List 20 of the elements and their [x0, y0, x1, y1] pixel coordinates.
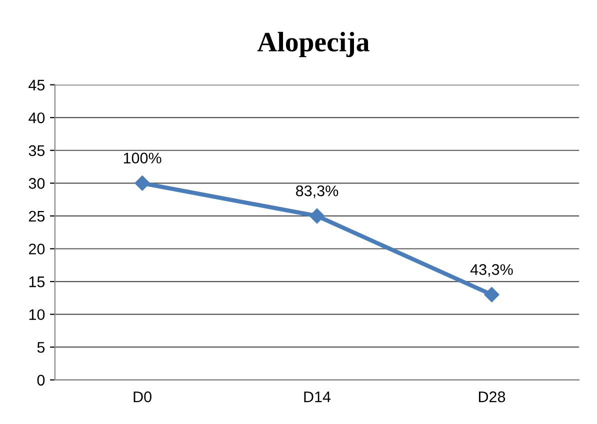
y-tick-label: 35 [28, 145, 45, 156]
annotation: 100% [124, 152, 162, 164]
y-tick-label: 5 [37, 342, 45, 353]
annotation: 83,3% [296, 185, 338, 198]
point [484, 287, 500, 302]
y-tick-label: 0 [37, 374, 45, 386]
y-tick-label: 15 [29, 276, 45, 288]
x-tick-label: D14 [304, 392, 331, 402]
point [309, 208, 325, 224]
annotation: 43,3% [470, 264, 513, 277]
y-tick-label: 40 [28, 112, 45, 124]
y-tick-label: 45 [28, 80, 45, 90]
y-tick-label: 20 [28, 244, 45, 254]
y-tick-label: 30 [28, 178, 45, 189]
y-tick-label: 25 [28, 210, 45, 222]
x-tick-label: D0 [134, 391, 152, 402]
chart-title: Alopecija [257, 32, 370, 58]
x-tick-label: D28 [478, 391, 506, 402]
y-tick-label: 10 [29, 309, 45, 320]
point [134, 176, 150, 191]
